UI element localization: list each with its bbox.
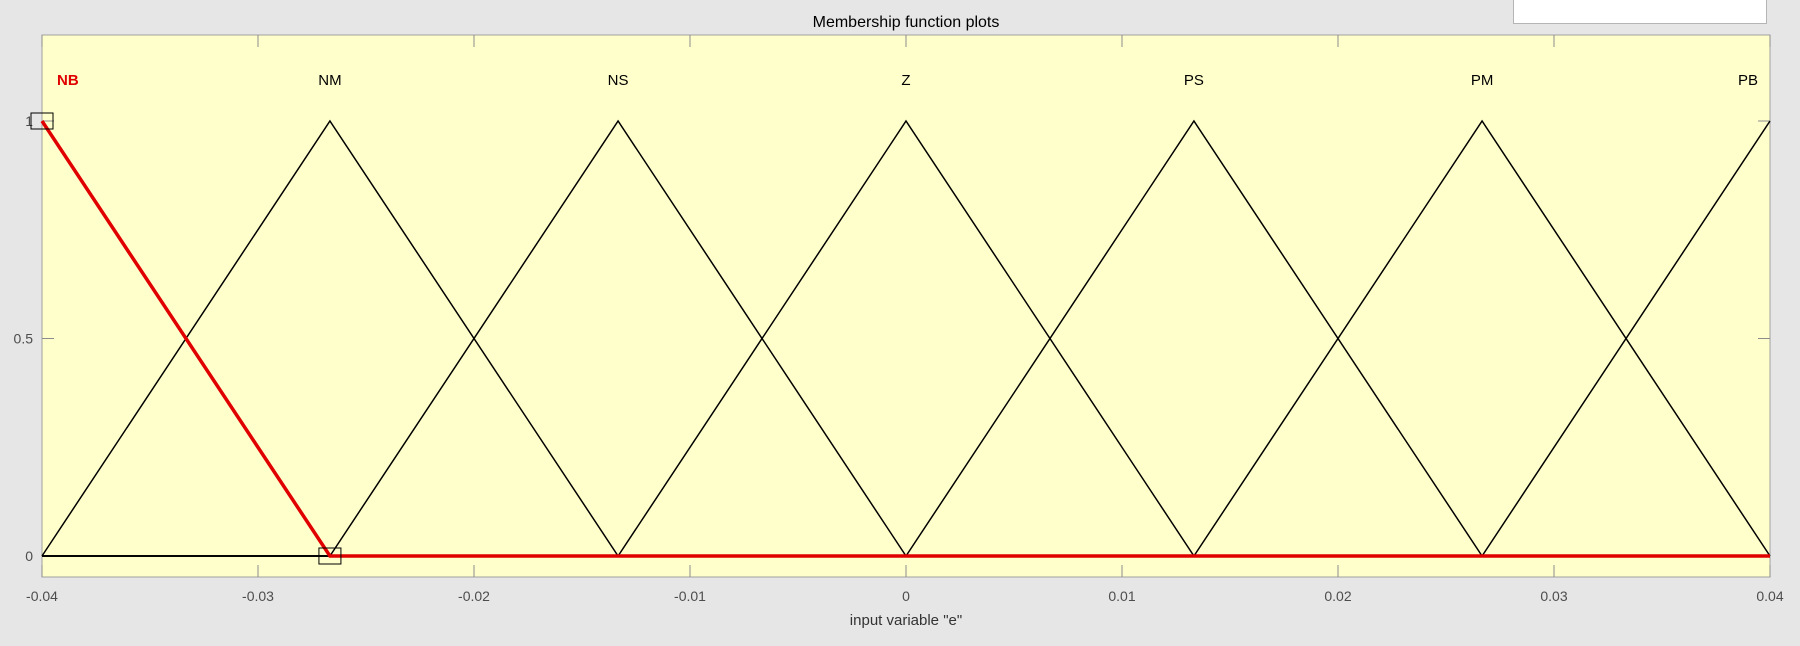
x-tick-label: 0.04	[1756, 588, 1783, 604]
x-tick-label: -0.03	[242, 588, 274, 604]
mf-vertex-handle[interactable]	[30, 112, 54, 130]
plot-area	[41, 34, 1771, 578]
x-tick-label: 0.03	[1540, 588, 1567, 604]
x-tick-label: 0.01	[1108, 588, 1135, 604]
mf-label-pm[interactable]: PM	[1471, 72, 1494, 89]
mf-vertex-handle[interactable]	[318, 547, 342, 565]
chart-title: Membership function plots	[813, 14, 1000, 31]
x-tick-label: -0.01	[674, 588, 706, 604]
y-tick-label: 0	[25, 548, 33, 564]
mf-line-nb[interactable]	[40, 120, 1770, 558]
x-tick-label: 0	[902, 588, 910, 604]
mf-label-nb[interactable]: NB	[57, 72, 79, 89]
mf-label-ps[interactable]: PS	[1184, 72, 1204, 89]
x-axis-label: input variable "e"	[850, 612, 962, 629]
y-tick-label: 0.5	[14, 331, 34, 347]
mf-label-pb[interactable]: PB	[1738, 72, 1758, 89]
y-tick-label: 1	[25, 113, 33, 129]
x-tick-label: 0.02	[1324, 588, 1351, 604]
range-input-box[interactable]	[1513, 0, 1767, 24]
mf-label-ns[interactable]: NS	[608, 72, 629, 89]
x-tick-label: -0.02	[458, 588, 490, 604]
mf-label-z[interactable]: Z	[901, 72, 910, 89]
mf-label-nm[interactable]: NM	[318, 72, 341, 89]
x-tick-label: -0.04	[26, 588, 58, 604]
